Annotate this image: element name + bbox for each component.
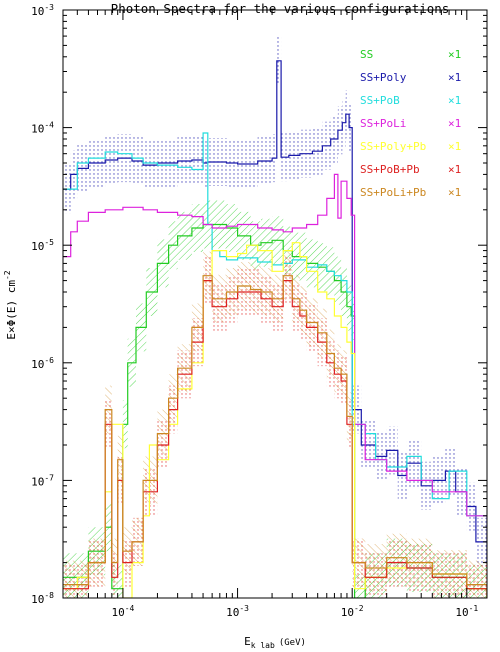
x-tick-label: 10-2 bbox=[341, 604, 364, 619]
y-tick-label: 10-7 bbox=[31, 473, 54, 488]
x-axis-label-unit: (GeV) bbox=[279, 638, 306, 648]
legend-entry-scale: ×1 bbox=[448, 48, 461, 61]
series-line bbox=[63, 223, 487, 598]
x-tick-label: 10-4 bbox=[111, 604, 134, 619]
legend-entry-name: SS+PoLi+Pb bbox=[360, 186, 426, 199]
legend-entry-scale: ×1 bbox=[448, 117, 461, 130]
uncertainty-bands bbox=[63, 36, 487, 598]
legend-entry-name: SS+Poly bbox=[360, 71, 407, 84]
y-axis-label: E×Φ(E) cm-2 bbox=[3, 270, 18, 339]
x-axis: 10-4 10-3 10-2 10-1 bbox=[62, 10, 478, 619]
series-line bbox=[63, 275, 487, 598]
x-axis-label-main: E bbox=[244, 635, 251, 648]
series-line bbox=[63, 173, 487, 542]
legend-entry-name: SS+PoB+Pb bbox=[360, 163, 420, 176]
legend-entry-scale: ×1 bbox=[448, 94, 461, 107]
uncertainty-band bbox=[63, 251, 487, 598]
y-axis-label-sup: -2 bbox=[3, 270, 12, 280]
legend-entry-scale: ×1 bbox=[448, 71, 461, 84]
legend-entry-name: SS bbox=[360, 48, 373, 61]
y-tick-label: 10-4 bbox=[31, 121, 54, 136]
legend-entry-scale: ×1 bbox=[448, 163, 461, 176]
legend-entry-scale: ×1 bbox=[448, 140, 461, 153]
y-tick-label: 10-3 bbox=[31, 3, 54, 18]
legend: SS ×1 SS+Poly ×1 SS+PoB ×1 SS+PoLi ×1 SS+Poly+Pb… bbox=[360, 48, 461, 199]
uncertainty-band bbox=[63, 36, 487, 587]
legend-entry-name: SS+PoB bbox=[360, 94, 400, 107]
plot-frame bbox=[62, 9, 488, 599]
series-layer bbox=[63, 60, 487, 598]
chart-title: Photon Spectra for the various configura… bbox=[111, 1, 450, 16]
x-axis-label: Ek lab (GeV) bbox=[244, 635, 306, 650]
y-tick-label: 10-5 bbox=[31, 238, 54, 253]
x-tick-label: 10-1 bbox=[455, 604, 478, 619]
legend-entry-name: SS+PoLi bbox=[360, 117, 406, 130]
legend-entry-scale: ×1 bbox=[448, 186, 461, 199]
y-axis: 10-8 10-7 10-6 10-5 10-4 10-3 bbox=[31, 3, 487, 606]
y-tick-label: 10-6 bbox=[31, 356, 54, 371]
y-axis-label-main: E×Φ(E) cm bbox=[5, 280, 18, 340]
x-axis-label-sub: k lab bbox=[251, 641, 275, 650]
y-tick-label: 10-8 bbox=[31, 591, 54, 606]
legend-entry-name: SS+Poly+Pb bbox=[360, 140, 426, 153]
x-tick-label: 10-3 bbox=[226, 604, 249, 619]
